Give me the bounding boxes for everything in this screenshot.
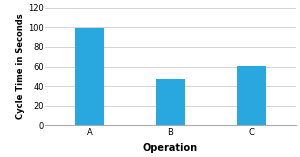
X-axis label: Operation: Operation <box>143 143 198 153</box>
Bar <box>156 79 184 125</box>
Bar <box>237 66 266 125</box>
Y-axis label: Cycle Time in Seconds: Cycle Time in Seconds <box>16 14 25 119</box>
Bar <box>75 28 104 125</box>
